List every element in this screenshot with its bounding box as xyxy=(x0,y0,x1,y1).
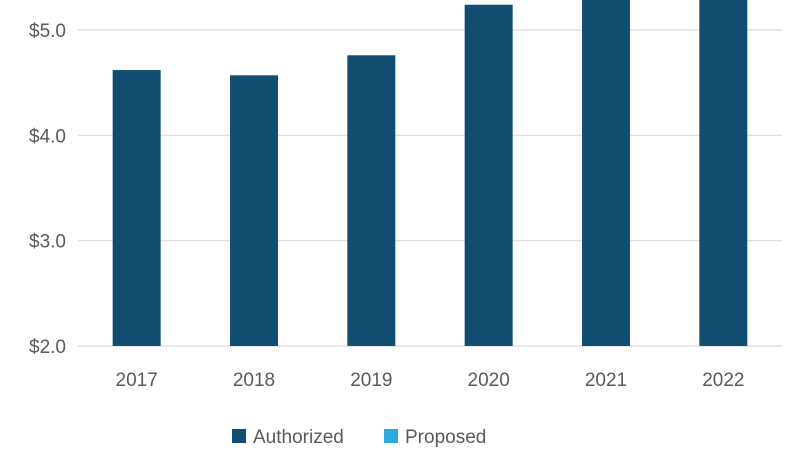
x-tick-label: 2017 xyxy=(116,370,158,391)
y-axis-ticks: $2.0 $3.0 $4.0 $5.0 xyxy=(29,21,66,358)
y-tick-label: $2.0 xyxy=(29,337,66,358)
bar-authorized-2022 xyxy=(699,0,748,347)
bar-authorized-2020 xyxy=(464,4,513,346)
x-tick-label: 2019 xyxy=(350,370,392,391)
x-axis-ticks: 2017 2018 2019 2020 2021 2022 xyxy=(116,370,745,391)
bar-authorized-2019 xyxy=(347,55,396,346)
y-tick-label: $4.0 xyxy=(29,126,66,147)
legend-swatch-authorized xyxy=(232,429,246,443)
bars xyxy=(112,0,748,347)
legend: Authorized Proposed xyxy=(232,427,486,448)
x-tick-label: 2020 xyxy=(468,370,510,391)
x-tick-label: 2022 xyxy=(702,370,744,391)
bar-authorized-2017 xyxy=(112,70,161,346)
legend-swatch-proposed xyxy=(384,429,398,443)
gridlines xyxy=(78,29,782,347)
y-tick-label: $3.0 xyxy=(29,232,66,253)
x-tick-label: 2021 xyxy=(585,370,627,391)
legend-label-proposed: Proposed xyxy=(405,427,486,448)
legend-label-authorized: Authorized xyxy=(253,427,344,448)
bar-authorized-2018 xyxy=(230,75,278,346)
x-tick-label: 2018 xyxy=(233,370,275,391)
bar-authorized-2021 xyxy=(582,0,630,347)
y-tick-label: $5.0 xyxy=(29,21,66,42)
